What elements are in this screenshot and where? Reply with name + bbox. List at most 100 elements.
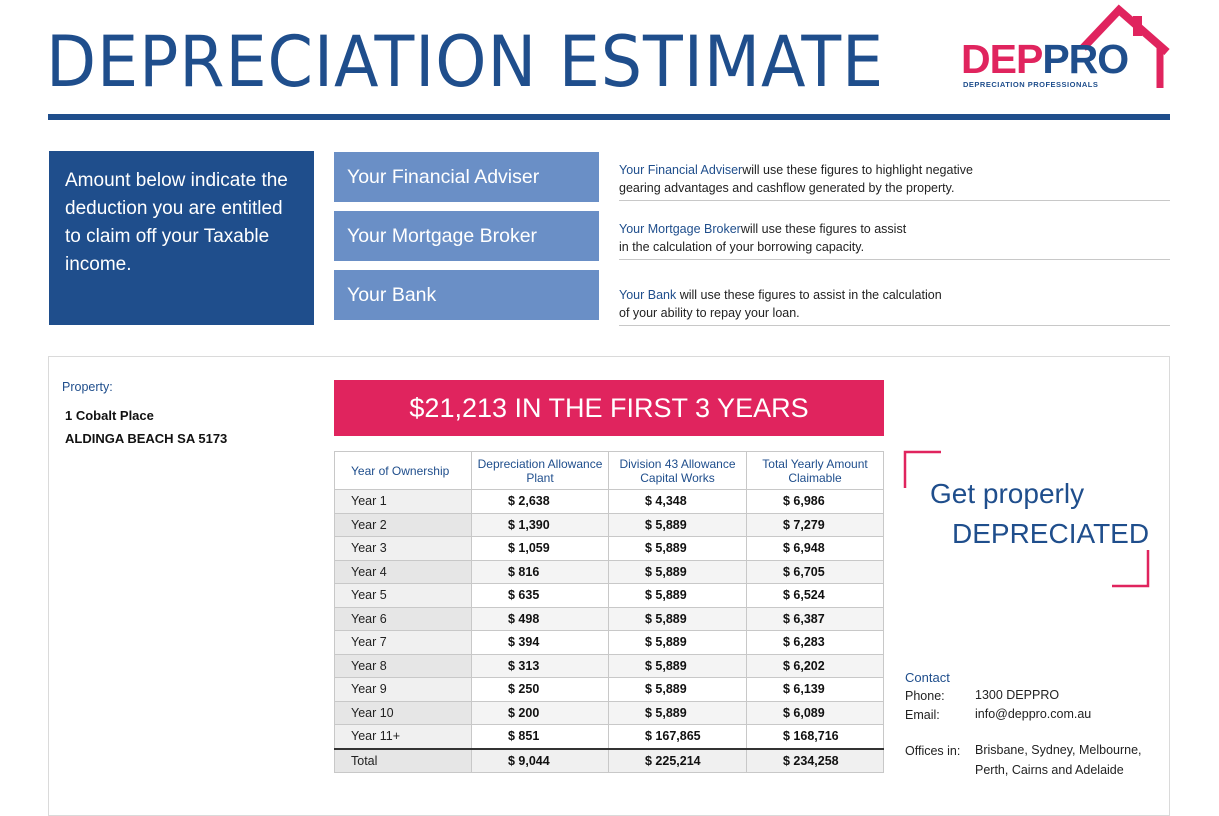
- offices-label: Offices in:: [905, 744, 961, 758]
- offices-line2: Perth, Cairns and Adelaide: [975, 763, 1124, 777]
- cell-total: $ 6,524: [746, 583, 884, 608]
- cell-capital: $ 5,889: [608, 653, 747, 678]
- deppro-logo: DEPPRO DEPRECIATION PROFESSIONALS: [955, 0, 1180, 100]
- cell-plant: $ 250: [471, 677, 609, 702]
- email-value: info@deppro.com.au: [975, 707, 1092, 721]
- cell-plant: $ 200: [471, 700, 609, 725]
- table-row: Year 3 $ 1,059 $ 5,889 $ 6,948: [334, 536, 884, 561]
- cell-capital: $ 5,889: [608, 606, 747, 631]
- cell-year: Year 7: [334, 630, 472, 655]
- cell-plant: $ 313: [471, 653, 609, 678]
- tagline-line2: DEPRECIATED: [952, 518, 1150, 549]
- intro-box: Amount below indicate the deduction you …: [49, 151, 314, 325]
- logo-dep: DEP: [961, 36, 1043, 82]
- role-desc-financial-adviser: Your Financial Adviserwill use these fig…: [619, 161, 1170, 201]
- role-desc-text: will use these figures to highlight nega…: [742, 163, 973, 177]
- cell-plant: $ 816: [471, 559, 609, 584]
- phone-label: Phone:: [905, 689, 945, 703]
- cell-total: $ 7,279: [746, 512, 884, 537]
- cell-total-sum: $ 234,258: [746, 747, 884, 773]
- col-header-capital-works: Division 43 Allowance Capital Works: [608, 451, 747, 490]
- tagline-line1: Get properly: [930, 478, 1085, 509]
- page-title: DEPRECIATION ESTIMATE: [46, 21, 885, 103]
- property-label: Property:: [62, 380, 113, 394]
- cell-total: $ 6,387: [746, 606, 884, 631]
- cell-capital: $ 5,889: [608, 700, 747, 725]
- corner-bracket-bottom-icon: [1112, 550, 1150, 588]
- role-desc-name: Your Mortgage Broker: [619, 222, 741, 236]
- col-header-plant: Depreciation Allowance Plant: [471, 451, 609, 490]
- cell-year: Year 3: [334, 536, 472, 561]
- table-row: Year 1 $ 2,638 $ 4,348 $ 6,986: [334, 489, 884, 514]
- cell-year: Year 6: [334, 606, 472, 631]
- cell-capital: $ 5,889: [608, 677, 747, 702]
- email-label: Email:: [905, 708, 940, 722]
- corner-bracket-top-icon: [903, 450, 941, 488]
- cell-plant: $ 635: [471, 583, 609, 608]
- contact-label: Contact: [905, 670, 950, 685]
- cell-year: Year 8: [334, 653, 472, 678]
- cell-plant: $ 851: [471, 724, 609, 749]
- cell-capital: $ 5,889: [608, 630, 747, 655]
- phone-value: 1300 DEPPRO: [975, 688, 1060, 702]
- cell-total: $ 6,948: [746, 536, 884, 561]
- tagline: Get properly DEPRECIATED: [930, 474, 1149, 554]
- cell-total: $ 6,986: [746, 489, 884, 514]
- table-header-row: Year of Ownership Depreciation Allowance…: [334, 451, 884, 490]
- logo-pro: PRO: [1042, 36, 1129, 82]
- cell-capital: $ 4,348: [608, 489, 747, 514]
- table-row: Year 11+ $ 851 $ 167,865 $ 168,716: [334, 724, 884, 749]
- logo-tagline: DEPRECIATION PROFESSIONALS: [963, 80, 1099, 89]
- offices-line1: Brisbane, Sydney, Melbourne,: [975, 743, 1142, 757]
- role-desc-name: Your Bank: [619, 288, 677, 302]
- cell-total-plant: $ 9,044: [471, 747, 609, 773]
- cell-year: Year 4: [334, 559, 472, 584]
- cell-plant: $ 394: [471, 630, 609, 655]
- logo-wordmark: DEPPRO: [961, 36, 1129, 82]
- table-row: Year 10 $ 200 $ 5,889 $ 6,089: [334, 700, 884, 725]
- role-desc-text-2: gearing advantages and cashflow generate…: [619, 181, 955, 195]
- table-row: Year 2 $ 1,390 $ 5,889 $ 7,279: [334, 512, 884, 537]
- role-desc-text-2: of your ability to repay your loan.: [619, 306, 800, 320]
- cell-year: Year 11+: [334, 724, 472, 749]
- table-row: Year 5 $ 635 $ 5,889 $ 6,524: [334, 583, 884, 608]
- cell-total: $ 6,139: [746, 677, 884, 702]
- cell-plant: $ 2,638: [471, 489, 609, 514]
- cell-capital: $ 167,865: [608, 724, 747, 749]
- title-divider: [48, 114, 1170, 120]
- role-desc-mortgage-broker: Your Mortgage Brokerwill use these figur…: [619, 220, 1170, 260]
- cell-year: Year 5: [334, 583, 472, 608]
- property-address-line2: ALDINGA BEACH SA 5173: [65, 431, 228, 446]
- cell-year: Year 2: [334, 512, 472, 537]
- col-header-year: Year of Ownership: [334, 451, 472, 490]
- role-desc-name: Your Financial Adviser: [619, 163, 743, 177]
- cell-capital: $ 5,889: [608, 536, 747, 561]
- cell-total: $ 6,202: [746, 653, 884, 678]
- cell-year: Year 9: [334, 677, 472, 702]
- depreciation-table: Year of Ownership Depreciation Allowance…: [334, 451, 884, 773]
- cell-capital: $ 5,889: [608, 583, 747, 608]
- role-financial-adviser: Your Financial Adviser: [334, 152, 599, 202]
- summary-banner: $21,213 IN THE FIRST 3 YEARS: [334, 380, 884, 436]
- cell-plant: $ 1,059: [471, 536, 609, 561]
- role-desc-text: will use these figures to assist in the …: [676, 288, 942, 302]
- house-roof-icon: [1080, 4, 1170, 88]
- cell-year: Year 1: [334, 489, 472, 514]
- cell-plant: $ 1,390: [471, 512, 609, 537]
- cell-capital: $ 5,889: [608, 559, 747, 584]
- cell-plant: $ 498: [471, 606, 609, 631]
- table-row: Year 8 $ 313 $ 5,889 $ 6,202: [334, 653, 884, 678]
- col-header-total: Total Yearly Amount Claimable: [746, 451, 884, 490]
- table-total-row: Total $ 9,044 $ 225,214 $ 234,258: [334, 747, 884, 773]
- cell-total: $ 6,089: [746, 700, 884, 725]
- table-row: Year 6 $ 498 $ 5,889 $ 6,387: [334, 606, 884, 631]
- table-row: Year 7 $ 394 $ 5,889 $ 6,283: [334, 630, 884, 655]
- role-bank: Your Bank: [334, 270, 599, 320]
- table-row: Year 4 $ 816 $ 5,889 $ 6,705: [334, 559, 884, 584]
- cell-total: $ 6,283: [746, 630, 884, 655]
- cell-capital: $ 5,889: [608, 512, 747, 537]
- cell-total: $ 168,716: [746, 724, 884, 749]
- cell-total: $ 6,705: [746, 559, 884, 584]
- cell-total-label: Total: [334, 747, 472, 773]
- table-row: Year 9 $ 250 $ 5,889 $ 6,139: [334, 677, 884, 702]
